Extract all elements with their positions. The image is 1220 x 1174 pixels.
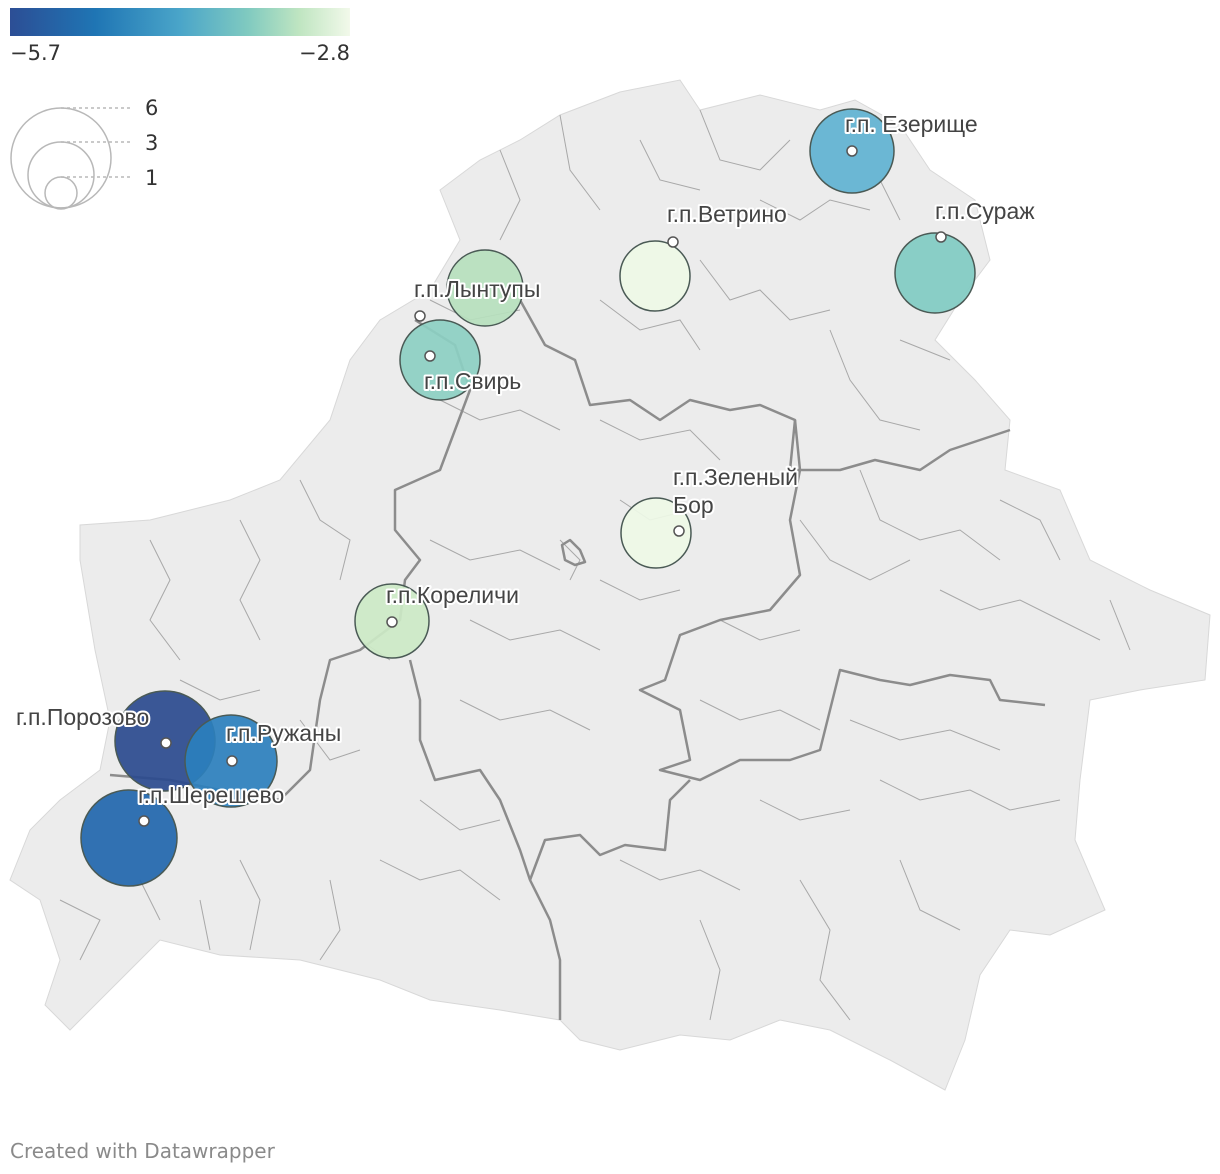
size-legend-label-medium: 3 [145, 131, 158, 155]
size-legend-circle-small [44, 176, 78, 210]
dot-lyntupy [414, 310, 426, 322]
bubble-svir[interactable] [399, 319, 481, 401]
dot-svir [424, 350, 436, 362]
dot-surazh [935, 231, 947, 243]
dot-korelichi [386, 616, 398, 628]
label-surazh: г.п.Сураж [935, 198, 1035, 224]
dot-ruzhany [226, 755, 238, 767]
color-scale-bar [10, 8, 350, 36]
size-legend-label-small: 1 [145, 166, 158, 190]
label-ezerishche: г.п. Езерище [845, 111, 978, 137]
town-labels: г.п. Езерище г.п.Сураж г.п.Ветрино г.п.Л… [14, 109, 1037, 810]
label-zeleny-bor-line2: Бор [673, 492, 714, 518]
dot-porozovo [160, 737, 172, 749]
label-korelichi: г.п.Кореличи [386, 582, 519, 608]
size-legend [10, 107, 130, 210]
bubble-lyntupy[interactable] [446, 249, 524, 327]
color-scale-min-label: −5.7 [10, 41, 61, 65]
label-ruzhany: г.п.Ружаны [226, 720, 341, 746]
size-legend-circle-medium [27, 141, 95, 209]
color-legend: −5.7 −2.8 [10, 8, 350, 65]
region-borders [109, 299, 1046, 1020]
label-svir: г.п.Свирь [424, 368, 521, 394]
label-zeleny-bor-line1: г.п.Зеленый [673, 464, 798, 490]
size-legend-circle-large [10, 107, 112, 209]
dot-zeleny-bor [673, 525, 685, 537]
label-vetrino: г.п.Ветрино [667, 201, 787, 227]
dot-vetrino [667, 236, 679, 248]
credit-text: Created with Datawrapper [10, 1139, 276, 1163]
label-porozovo: г.п.Порозово [16, 704, 149, 730]
dot-sheresheevo [138, 815, 150, 827]
bubble-sheresheevo[interactable] [80, 789, 178, 887]
bubble-surazh[interactable] [894, 232, 976, 314]
size-legend-label-large: 6 [145, 96, 158, 120]
color-scale-max-label: −2.8 [299, 41, 350, 65]
bubble-zeleny-bor[interactable] [620, 497, 692, 569]
label-sheresheevo: г.п.Шерешево [138, 782, 284, 808]
label-lyntupy: г.п.Лынтупы [414, 276, 540, 302]
bubble-vetrino[interactable] [619, 240, 691, 312]
town-dots [138, 145, 947, 827]
dot-ezerishche [846, 145, 858, 157]
